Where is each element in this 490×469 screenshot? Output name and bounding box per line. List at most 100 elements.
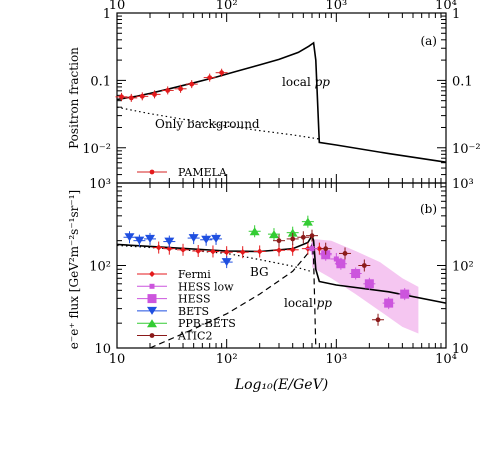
legend-bets-marker [147,306,157,315]
ppb-bets-point [268,230,279,239]
panel-b-label: (b) [420,202,437,216]
ppb-bets-point [287,228,298,237]
legend-hess-label: HESS [178,293,211,306]
pamela-point [139,93,145,99]
hess-point [364,279,374,289]
hess-low-point [333,256,339,262]
panel-b-background-line [116,244,313,273]
panel-a-y-tick-label: 0.1 [90,74,111,89]
legend-ppb-bets-label: PPB-BETS [178,317,236,330]
legend-pamela-marker [149,169,155,175]
pamela-point [128,95,134,101]
pamela-point [152,91,157,97]
legend-ppb-bets-marker [147,319,157,328]
legend-fermi-label: Fermi [178,268,211,281]
panel-b-y-tick-label-right: 10² [452,260,474,275]
fermi-point [275,247,282,254]
legend-fermi-marker [149,271,155,277]
panel-b-x-tick-label: 10³ [325,352,347,367]
pamela-point [189,81,195,87]
ppb-bets-point [249,227,260,236]
pamela-point [119,94,124,100]
panel-a-x-tick-label: 10³ [325,0,347,13]
atic2-point [276,238,282,244]
fermi-point [289,246,296,253]
atic2-point [342,251,348,256]
hess-low-point [309,246,315,252]
panel-a-y-axis-label: Positron fraction [67,47,81,149]
atic2-point [375,317,381,323]
hess-point [336,259,346,269]
panel-a-annotation-local-pp: local pp [282,75,330,89]
panel-b-annotation-local-pp: local pp [284,296,332,310]
panel-a: 10 10² 10³ 10⁴ 10⁻² 10⁻² 0.1 0.1 1 1 Positron frac… [67,0,481,184]
panel-b-y-tick-label: 10 [94,342,111,357]
panel-b-x-tick-label: 10 [109,352,126,367]
fermi-point [195,247,202,254]
atic2-point [309,233,315,239]
panel-b-annotation-pp: pp [317,296,333,310]
fermi-point [256,248,263,255]
pamela-point [178,86,183,92]
panel-a-y-tick-label: 1 [103,7,111,22]
hess-point [321,250,331,260]
panel-a-x-tick-label: 10⁴ [435,0,457,13]
fermi-point [166,245,173,252]
panel-b-local-pp-line [149,242,317,349]
atic2-point [323,246,329,252]
hess-point [384,298,394,308]
panel-a-x-tick-label: 10² [216,0,238,13]
bets-point [134,236,145,245]
pamela-point [219,70,225,76]
panel-b-total-line [116,233,447,304]
pamela-point [207,75,213,80]
panel-a-y-tick-label-right: 10⁻² [452,142,481,157]
legend-hess-low-marker [149,283,155,289]
pamela-point [165,88,171,93]
bets-point [201,235,212,244]
fermi-point [209,248,216,255]
bets-point [124,233,135,242]
panel-b-x-tick-label: 10⁴ [435,352,457,367]
hess-point [400,289,410,299]
fermi-point [155,244,162,251]
atic2-point [290,236,296,242]
bets-point [211,234,222,243]
panel-b-y-tick-label-right: 10 [452,342,469,357]
panel-a-y-tick-label-right: 0.1 [452,74,473,89]
fermi-point [180,246,187,253]
panel-b-y-tick-label-right: 10³ [452,177,474,192]
legend-hess-low-label: HESS low [178,280,234,293]
panel-b-y-tick-label: 10³ [89,177,111,192]
panel-b-annotation-bg: BG [250,265,269,279]
x-axis-label: Log₁₀(E/GeV) [234,377,328,393]
panel-a-annotation-only-background: Only background [155,117,260,131]
legend-pamela-label: PAMELA [178,166,228,179]
bets-point [164,237,175,246]
legend-bets-label: BETS [178,305,209,318]
fermi-point [239,249,246,256]
panel-b-y-axis-label: e⁻e⁺ flux [GeV²m⁻²s⁻¹sr⁻¹] [67,190,81,349]
atic2-point [361,263,367,268]
panel-b-x-tick-label: 10² [216,352,238,367]
panel-a-y-tick-label: 10⁻² [82,142,111,157]
legend-atic2-label: ATIC2 [177,330,212,343]
panel-a-label: (a) [420,34,437,48]
panel-b-y-tick-label: 10² [89,260,111,275]
panel-a-y-tick-label-right: 1 [452,7,460,22]
panel-a-annotation-pp: pp [315,75,331,89]
bets-point [221,258,232,267]
fermi-point [316,245,323,252]
fermi-point [223,249,230,256]
panel-a-frame [116,12,447,184]
legend-hess-marker [147,294,157,304]
atic2-point [300,234,306,240]
ppb-bets-point [302,217,313,226]
bets-point [188,234,199,243]
legend-atic2-marker [149,333,155,338]
panel-a-x-tick-label: 10 [109,0,126,13]
panel-a-model-line [116,41,447,163]
hess-point [351,268,361,278]
